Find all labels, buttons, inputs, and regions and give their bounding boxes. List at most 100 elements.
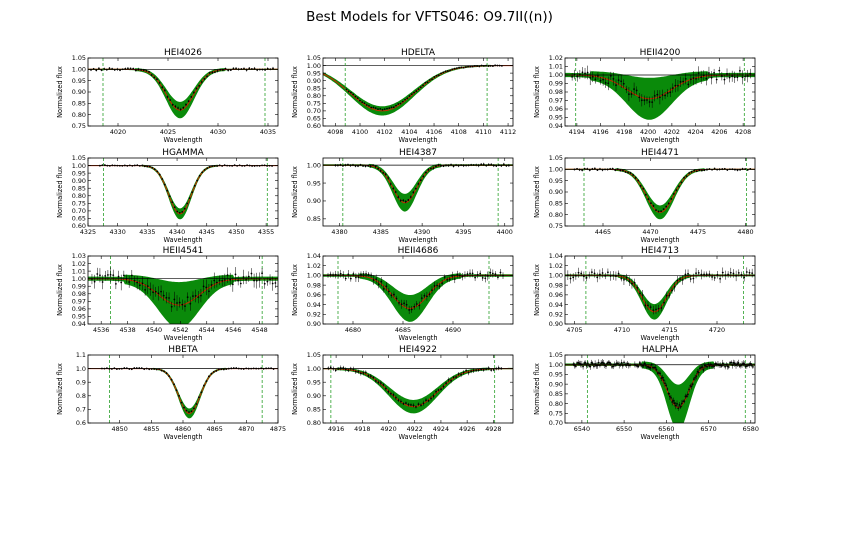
data-point bbox=[422, 175, 425, 178]
data-point bbox=[635, 89, 638, 92]
data-point bbox=[620, 277, 623, 280]
data-point bbox=[402, 199, 405, 202]
x-tick-label: 4106 bbox=[426, 128, 442, 136]
data-point bbox=[256, 164, 258, 167]
data-point bbox=[684, 273, 687, 276]
y-tick-label: 0.98 bbox=[307, 281, 321, 289]
data-point bbox=[581, 169, 584, 172]
y-tick-label: 0.70 bbox=[72, 207, 86, 215]
data-point bbox=[619, 169, 622, 172]
data-point bbox=[711, 276, 713, 278]
y-axis-label: Normalized flux bbox=[533, 166, 541, 218]
subplot-title: HGAMMA bbox=[162, 148, 204, 158]
data-point bbox=[108, 67, 111, 70]
data-point bbox=[374, 380, 377, 382]
data-point bbox=[168, 375, 170, 378]
data-point bbox=[162, 294, 165, 297]
y-tick-label: 1.0 bbox=[76, 365, 86, 373]
data-point bbox=[480, 64, 483, 67]
data-point bbox=[184, 305, 186, 308]
data-point bbox=[223, 279, 226, 281]
data-point bbox=[640, 99, 643, 102]
y-tick-label: 0.96 bbox=[549, 105, 563, 113]
data-point bbox=[203, 78, 206, 80]
subplot-title: HEII4541 bbox=[163, 246, 204, 256]
y-tick-label: 1.02 bbox=[549, 262, 563, 270]
data-point bbox=[95, 69, 98, 72]
axes-frame bbox=[322, 354, 514, 424]
data-point bbox=[467, 164, 470, 167]
data-point bbox=[655, 368, 658, 371]
data-point bbox=[261, 272, 263, 275]
subplot-title: HEII4686 bbox=[398, 246, 439, 256]
data-point bbox=[677, 84, 679, 87]
data-point bbox=[362, 165, 364, 167]
data-point bbox=[105, 68, 108, 71]
data-point bbox=[170, 378, 173, 381]
data-point bbox=[98, 164, 101, 167]
subplot-heii4686: 4680 4685 4690 0.90 0.920.94 0.96 0.981.00 1.02… bbox=[291, 246, 514, 342]
data-point bbox=[466, 273, 469, 275]
data-point bbox=[705, 77, 708, 80]
data-point bbox=[153, 76, 156, 79]
data-point bbox=[393, 293, 395, 296]
y-tick-label: 1.00 bbox=[549, 272, 563, 280]
data-point bbox=[218, 279, 221, 282]
data-point bbox=[173, 298, 176, 301]
data-point bbox=[437, 74, 440, 77]
data-point bbox=[417, 403, 420, 406]
data-point bbox=[471, 272, 474, 275]
data-point bbox=[352, 368, 355, 370]
subplot-title: HEI4713 bbox=[641, 246, 679, 256]
data-point bbox=[382, 288, 385, 290]
data-point bbox=[631, 282, 633, 285]
data-point bbox=[136, 281, 139, 284]
data-point bbox=[213, 164, 216, 167]
data-point bbox=[749, 72, 752, 75]
data-point bbox=[627, 171, 629, 174]
data-point bbox=[188, 197, 191, 199]
data-point bbox=[668, 294, 671, 297]
data-point bbox=[166, 96, 169, 98]
data-point bbox=[569, 277, 572, 280]
subplot-title: HEI4387 bbox=[399, 148, 437, 158]
data-point bbox=[237, 68, 240, 71]
data-point bbox=[202, 285, 205, 288]
y-tick-label: 1.05 bbox=[549, 154, 563, 162]
data-point bbox=[130, 368, 133, 371]
data-point bbox=[654, 366, 657, 369]
data-point bbox=[198, 174, 201, 177]
y-tick-label: 0.70 bbox=[307, 107, 321, 115]
data-point bbox=[370, 274, 373, 277]
data-point bbox=[464, 66, 467, 68]
data-point bbox=[397, 399, 400, 402]
data-point bbox=[582, 275, 585, 278]
data-point bbox=[168, 195, 171, 198]
data-point bbox=[737, 272, 740, 274]
data-point bbox=[403, 302, 405, 305]
data-point bbox=[422, 402, 425, 405]
data-point bbox=[615, 84, 617, 87]
data-point bbox=[127, 67, 129, 70]
data-point bbox=[700, 169, 703, 172]
data-point bbox=[692, 77, 695, 80]
data-point bbox=[395, 396, 397, 399]
data-point bbox=[655, 209, 657, 211]
data-point bbox=[706, 365, 709, 368]
data-point bbox=[502, 163, 505, 166]
data-point bbox=[676, 402, 678, 405]
data-point bbox=[183, 406, 185, 409]
data-point bbox=[198, 84, 201, 87]
data-point bbox=[384, 173, 387, 176]
data-point bbox=[132, 67, 135, 70]
data-point bbox=[683, 400, 686, 403]
data-point bbox=[116, 164, 119, 167]
data-point bbox=[471, 65, 474, 68]
data-point bbox=[380, 280, 383, 283]
data-point bbox=[472, 369, 475, 372]
data-point bbox=[420, 404, 422, 407]
data-point bbox=[652, 309, 655, 311]
data-point bbox=[347, 90, 350, 93]
data-point bbox=[470, 164, 473, 166]
data-point bbox=[130, 274, 133, 277]
